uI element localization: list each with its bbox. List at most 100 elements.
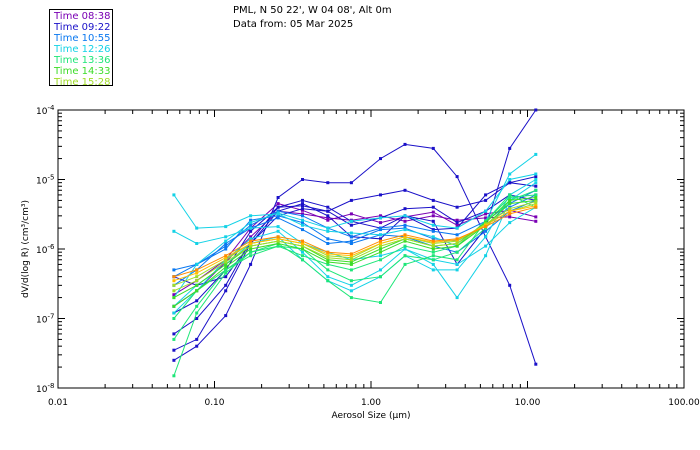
data-point [224,225,228,229]
data-point [224,271,228,275]
data-point [172,358,176,362]
series-line [173,205,536,282]
data-point [301,250,304,254]
data-point [403,237,407,241]
data-point [326,258,330,262]
data-point [431,228,435,232]
data-point [195,226,199,230]
data-point [534,362,538,366]
data-point [276,196,280,199]
data-point [455,218,459,222]
data-point [455,258,459,262]
data-point [484,244,488,248]
data-point [326,260,330,264]
data-point [276,242,280,245]
data-point [326,205,330,209]
data-point [534,215,538,219]
y-tick-label: 10-8 [36,382,54,395]
data-point [349,242,353,245]
data-point [349,268,353,272]
data-point [301,247,304,251]
data-point [534,175,538,179]
data-point [534,108,538,112]
data-point [326,209,330,213]
data-point [379,233,382,237]
legend-entry: Time 12:26 [54,44,111,55]
data-point [249,247,253,251]
data-point [508,209,512,213]
legend-entry: Time 13:36 [54,55,111,66]
data-point [455,226,459,230]
data-point [379,301,382,304]
data-point [326,216,330,220]
data-point [403,188,407,192]
data-point [534,205,538,209]
series-group [172,108,538,378]
data-point [224,254,228,258]
x-tick-label: 1.00 [361,398,381,408]
data-point [484,209,488,213]
data-point [431,254,435,258]
data-point [249,226,253,230]
data-point [326,250,330,254]
legend-entry: Time 10:55 [54,33,111,44]
legend-entry: Time 08:38 [54,11,111,22]
data-point [455,223,459,227]
data-point [508,212,512,216]
data-point [403,235,407,239]
data-point [534,219,538,223]
data-point [224,247,228,251]
data-point [403,207,407,211]
series-18 [172,198,538,308]
data-point [249,221,253,225]
data-point [224,289,228,293]
data-point [172,348,176,352]
data-point [431,239,435,243]
data-point [455,268,459,272]
site-location-label: PML, N 50 22', W 04 08', Alt 0m [233,5,392,16]
data-point [172,317,176,320]
data-point [326,268,330,272]
data-point [195,344,199,348]
data-point [172,311,176,315]
data-point [276,239,280,243]
data-point [301,204,304,208]
x-tick-label: 0.10 [204,398,224,408]
y-tick-label: 10-7 [36,313,54,326]
data-point [172,332,176,336]
data-point [326,237,330,241]
data-point [484,216,488,220]
data-point [379,216,382,220]
y-axis-label: dV/d(log R) (cm³/cm³) [21,200,31,298]
data-point [455,250,459,254]
series-line [173,194,537,286]
data-point [349,279,353,283]
data-point [484,193,488,197]
legend-entry: Time 14:33 [54,66,111,77]
data-point [534,178,538,181]
axis-ticks [57,109,685,389]
data-point [403,247,407,251]
data-point [431,219,435,223]
series-line [173,199,536,307]
data-point [379,228,382,232]
data-point [431,223,435,227]
data-point [276,205,280,209]
data-point [403,142,407,146]
data-point [195,271,199,275]
data-point [403,228,407,232]
data-point [249,262,253,266]
data-point [172,337,176,341]
data-point [455,262,459,266]
data-point [403,223,407,227]
data-point [224,235,228,239]
data-point [534,200,538,204]
data-point [431,244,435,248]
data-point [224,256,228,260]
data-point [172,283,176,287]
data-point [195,311,199,315]
data-point [379,268,382,272]
data-point [326,275,330,279]
data-point [326,242,330,245]
data-point [484,198,488,202]
